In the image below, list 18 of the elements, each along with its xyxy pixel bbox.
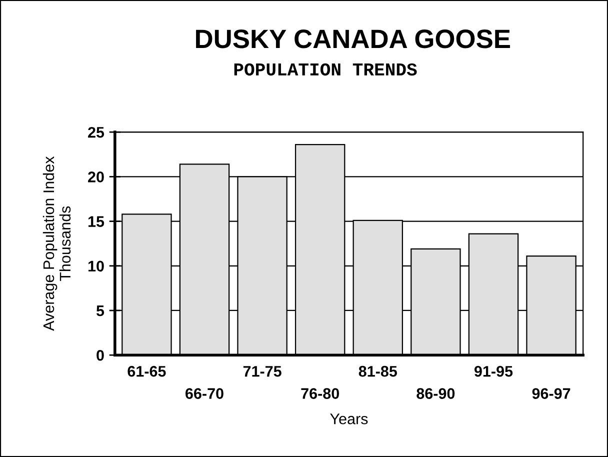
x-tick-label: 96-97 — [532, 388, 570, 399]
y-tick-label: 5 — [96, 306, 104, 316]
x-tick-label: 81-85 — [358, 366, 398, 377]
chart-title: DUSKY CANADA GOOSE — [196, 30, 510, 48]
x-axis-title: Years — [330, 414, 368, 424]
y-tick-label: 0 — [96, 350, 104, 361]
x-tick-label: 76-80 — [301, 388, 340, 399]
x-tick-label: 71-75 — [243, 366, 282, 377]
x-tick-label: 61-65 — [128, 366, 166, 377]
y-tick-label: 20 — [88, 172, 104, 182]
y-tick-label: 25 — [88, 126, 104, 138]
x-tick-label: 66-70 — [186, 388, 224, 399]
y-tick-label: 10 — [88, 260, 104, 272]
y-axis-title: Average Population Index Thousands — [42, 156, 71, 331]
y-tick-label: 15 — [88, 216, 104, 227]
x-tick-label: 86-90 — [416, 388, 455, 399]
chart-subtitle: POPULATION TRENDS — [234, 63, 417, 76]
x-tick-label: 91-95 — [474, 366, 513, 377]
